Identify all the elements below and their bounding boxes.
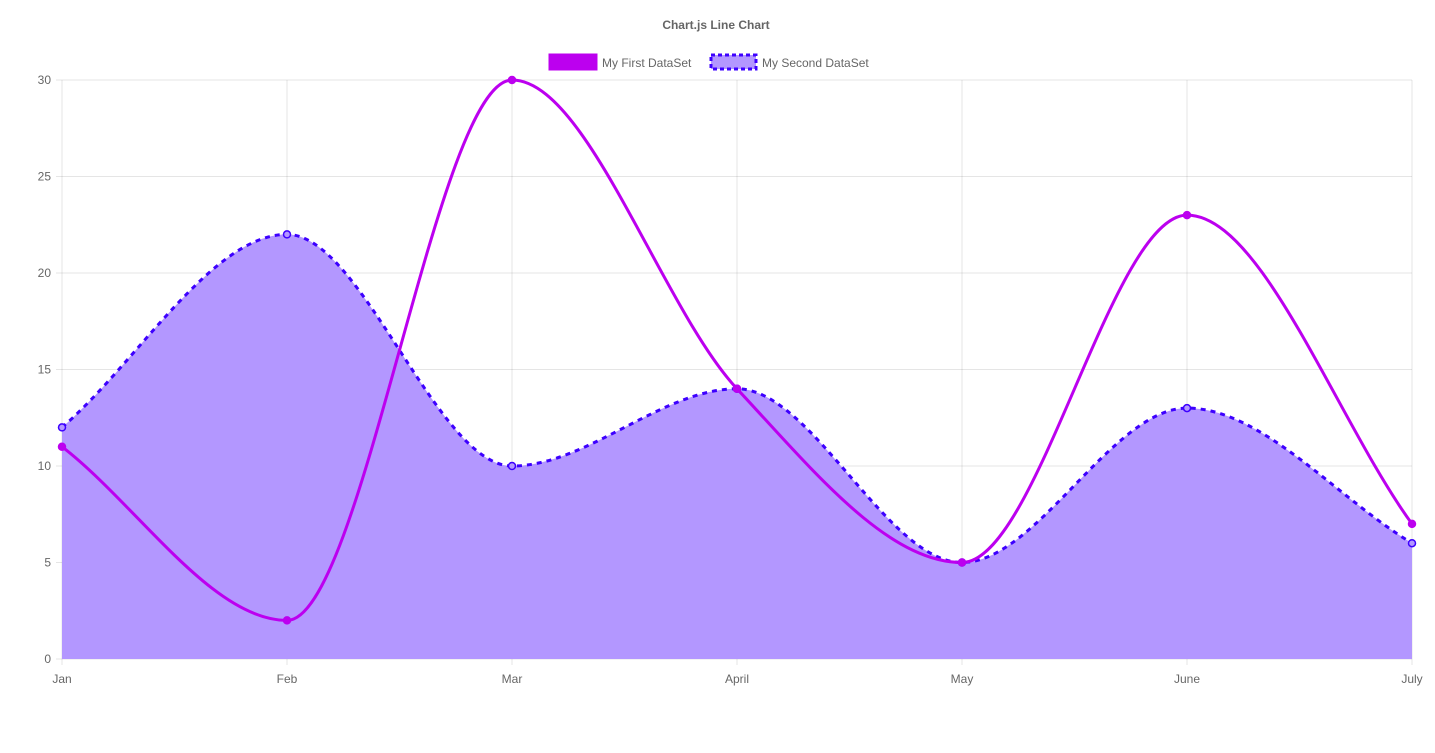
data-point-series-2[interactable] xyxy=(57,423,67,432)
x-tick-label: May xyxy=(951,672,974,686)
legend-item-second-dataset[interactable]: My Second DataSet xyxy=(709,53,869,71)
data-point-series-1[interactable] xyxy=(507,75,517,85)
x-tick-label: Mar xyxy=(502,672,523,686)
legend-swatch-second-dataset xyxy=(709,53,758,71)
data-point-series-1[interactable] xyxy=(1407,519,1417,529)
y-tick-label: 15 xyxy=(38,363,52,377)
data-point-series-2[interactable] xyxy=(282,230,292,239)
legend-label-first-dataset: My First DataSet xyxy=(602,56,692,70)
x-tick-label: June xyxy=(1174,672,1200,686)
legend-swatch-first-dataset xyxy=(548,53,598,71)
legend: My First DataSet My Second DataSet xyxy=(548,53,869,71)
data-point-series-1[interactable] xyxy=(957,558,967,567)
data-point-series-2[interactable] xyxy=(1407,538,1417,548)
area-fill xyxy=(62,234,1412,659)
x-tick-label: Jan xyxy=(52,672,71,686)
data-point-series-1[interactable] xyxy=(57,442,67,451)
y-tick-label: 0 xyxy=(44,652,51,666)
x-axis-ticks: Jan Feb Mar April May June July xyxy=(52,672,1422,686)
data-point-series-1[interactable] xyxy=(732,384,742,394)
y-tick-label: 10 xyxy=(38,459,52,473)
legend-item-first-dataset[interactable]: My First DataSet xyxy=(548,53,692,71)
y-axis-ticks: 0 5 10 15 20 25 30 xyxy=(38,73,52,666)
data-point-series-2[interactable] xyxy=(507,461,517,471)
chart-title: Chart.js Line Chart xyxy=(662,18,769,32)
data-points xyxy=(57,75,1417,625)
x-tick-label: July xyxy=(1401,672,1422,686)
x-tick-label: April xyxy=(725,672,749,686)
y-tick-label: 25 xyxy=(38,170,52,184)
data-point-series-1[interactable] xyxy=(1182,210,1192,220)
data-point-series-2[interactable] xyxy=(1182,403,1192,413)
x-tick-label: Feb xyxy=(277,672,298,686)
series-area-2 xyxy=(62,234,1412,659)
legend-label-second-dataset: My Second DataSet xyxy=(762,56,869,70)
data-point-series-1[interactable] xyxy=(282,616,292,625)
y-tick-label: 20 xyxy=(38,266,52,280)
y-tick-label: 30 xyxy=(38,73,52,87)
y-tick-label: 5 xyxy=(44,556,51,570)
